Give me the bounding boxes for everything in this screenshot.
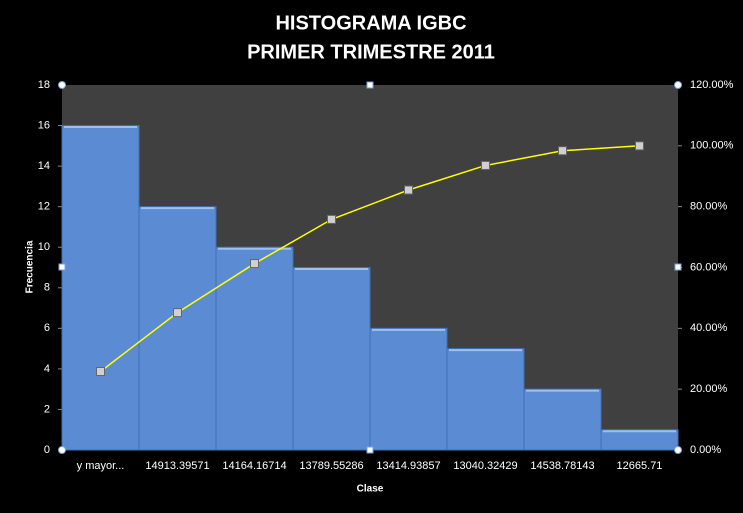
bar: [292, 267, 371, 451]
y2-tick-label: 100.00%: [690, 140, 734, 152]
y2-tick-label: 0.00%: [690, 444, 721, 456]
bar: [369, 327, 448, 451]
y-tick-label: 6: [44, 322, 50, 334]
y-axis-title: Frecuencia: [25, 240, 36, 293]
plot: 0 2 4 6 8 10 12 14 16 18 0.00% 20.00% 40.00% 60.00% 80…: [38, 79, 734, 472]
x-tick-label: 14538.78143: [530, 460, 594, 472]
line-marker: [404, 185, 413, 195]
y-tick-label: 16: [38, 119, 50, 131]
line-marker: [173, 308, 182, 318]
y-tick-label: 18: [38, 79, 50, 91]
bar: [215, 246, 294, 451]
y-tick-label: 12: [38, 201, 50, 213]
bar: [523, 388, 602, 451]
chart-subtitle: PRIMER TRIMESTRE 2011: [247, 41, 495, 63]
line-marker: [481, 160, 490, 170]
y-tick-label: 10: [38, 241, 50, 253]
x-axis-title: Clase: [357, 484, 384, 495]
line-marker: [327, 214, 336, 224]
line: [100, 145, 640, 373]
x-tick-label: 13040.32429: [453, 460, 517, 472]
handle: [674, 81, 682, 89]
y-tick-label: 4: [44, 363, 50, 375]
line-marker: [96, 366, 105, 376]
handle: [366, 81, 374, 89]
chart-title: HISTOGRAMA IGBC: [275, 12, 466, 34]
x-tick-label: 12665.71: [617, 460, 663, 472]
handle: [58, 446, 66, 454]
bar: [138, 206, 217, 451]
y2-tick-label: 40.00%: [690, 322, 728, 334]
line-marker: [635, 141, 644, 151]
handle: [58, 81, 66, 89]
y-tick-label: 0: [44, 444, 50, 456]
line-marker: [558, 146, 567, 156]
selection-handles: [58, 81, 682, 454]
y2-tick-label: 20.00%: [690, 383, 728, 395]
handle: [366, 446, 374, 454]
y-tick-label: 8: [44, 282, 50, 294]
y2-tick-label: 60.00%: [690, 261, 728, 273]
handle: [58, 263, 66, 271]
bar: [600, 429, 679, 451]
y-tick-label: 14: [38, 160, 50, 172]
x-tick-label: 13789.55286: [299, 460, 363, 472]
x-tick-label: 13414.93857: [376, 460, 440, 472]
y2-tick-label: 80.00%: [690, 201, 728, 213]
y-tick-label: 2: [44, 403, 50, 415]
bar: [61, 125, 140, 451]
x-tick-label: y mayor...: [77, 460, 125, 472]
handle: [674, 446, 682, 454]
bar: [446, 348, 525, 451]
x-tick-label: 14913.39571: [145, 460, 209, 472]
x-tick-label: 14164.16714: [222, 460, 286, 472]
y2-tick-label: 120.00%: [690, 79, 734, 91]
handle: [674, 263, 682, 271]
line-marker: [250, 259, 259, 269]
